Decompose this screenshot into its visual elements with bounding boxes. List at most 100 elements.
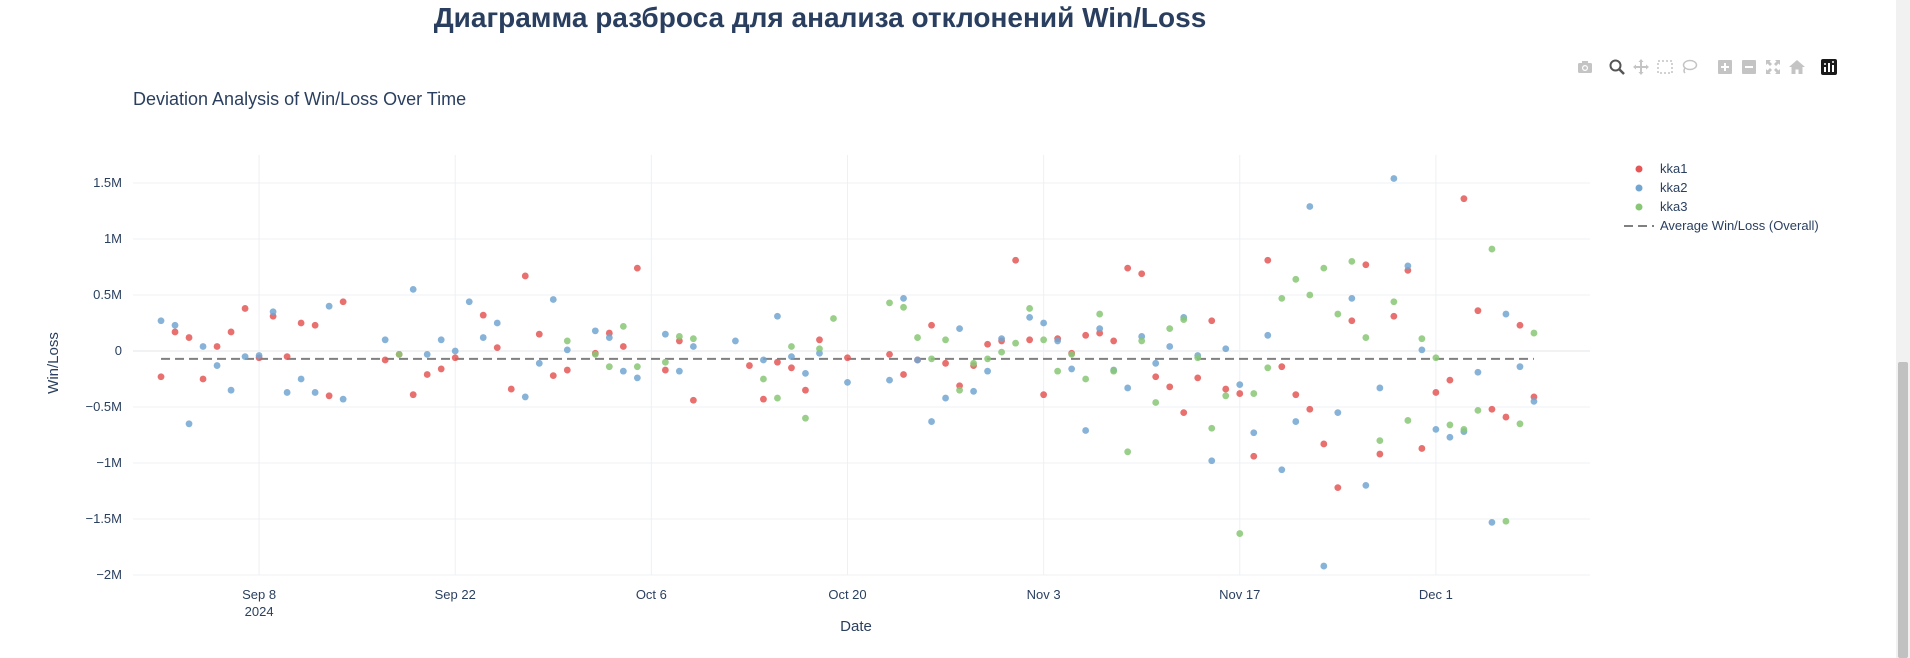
data-point[interactable] <box>1166 325 1174 332</box>
data-point[interactable] <box>1446 421 1454 429</box>
data-point[interactable] <box>255 352 263 359</box>
data-point[interactable] <box>1348 258 1356 265</box>
data-point[interactable] <box>311 389 319 396</box>
data-point[interactable] <box>984 355 991 363</box>
data-point[interactable] <box>1390 175 1398 182</box>
data-point[interactable] <box>689 343 697 350</box>
data-point[interactable] <box>788 353 795 360</box>
data-point[interactable] <box>1348 317 1356 325</box>
data-point[interactable] <box>774 312 781 320</box>
data-point[interactable] <box>956 325 963 332</box>
data-point[interactable] <box>675 367 683 375</box>
data-point[interactable] <box>1474 368 1482 376</box>
data-point[interactable] <box>1460 195 1468 203</box>
data-point[interactable] <box>1306 291 1314 299</box>
data-point[interactable] <box>1194 354 1202 362</box>
data-point[interactable] <box>1012 256 1020 264</box>
data-point[interactable] <box>437 365 445 373</box>
data-point[interactable] <box>1180 409 1188 416</box>
data-point[interactable] <box>1040 391 1048 399</box>
data-point[interactable] <box>928 321 935 329</box>
data-point[interactable] <box>1264 256 1272 264</box>
legend-item-kka3[interactable]: kka3 <box>1635 199 1688 214</box>
data-point[interactable] <box>227 386 235 394</box>
data-point[interactable] <box>535 359 543 367</box>
data-point[interactable] <box>1292 275 1300 283</box>
data-point[interactable] <box>1334 310 1342 318</box>
data-point[interactable] <box>788 364 795 372</box>
data-point[interactable] <box>1278 363 1286 371</box>
data-point[interactable] <box>1026 314 1034 321</box>
data-point[interactable] <box>1124 264 1132 272</box>
data-point[interactable] <box>325 302 333 310</box>
data-point[interactable] <box>914 356 921 364</box>
data-point[interactable] <box>605 363 613 371</box>
data-point[interactable] <box>1054 367 1062 375</box>
data-point[interactable] <box>591 350 599 358</box>
data-point[interactable] <box>816 336 823 344</box>
data-point[interactable] <box>1502 310 1510 318</box>
data-point[interactable] <box>1516 420 1524 428</box>
data-point[interactable] <box>269 308 277 316</box>
data-point[interactable] <box>1012 339 1020 347</box>
data-point[interactable] <box>1320 440 1328 448</box>
data-point[interactable] <box>507 385 515 393</box>
data-point[interactable] <box>1124 448 1132 456</box>
data-point[interactable] <box>732 337 739 345</box>
data-point[interactable] <box>661 330 669 338</box>
data-point[interactable] <box>900 371 907 378</box>
data-point[interactable] <box>479 334 487 341</box>
data-point[interactable] <box>493 344 501 352</box>
data-point[interactable] <box>1026 336 1034 344</box>
data-point[interactable] <box>1040 319 1048 327</box>
data-point[interactable] <box>1376 450 1384 458</box>
data-point[interactable] <box>1026 305 1034 312</box>
data-point[interactable] <box>956 386 963 394</box>
data-point[interactable] <box>1390 298 1398 306</box>
data-point[interactable] <box>241 353 249 360</box>
data-point[interactable] <box>774 394 781 402</box>
data-point[interactable] <box>942 359 949 367</box>
data-point[interactable] <box>1292 418 1300 425</box>
data-point[interactable] <box>886 350 893 358</box>
data-point[interactable] <box>970 359 977 367</box>
plotly-logo-icon[interactable] <box>1820 58 1838 76</box>
lasso-icon[interactable] <box>1680 58 1698 76</box>
data-point[interactable] <box>227 328 235 336</box>
data-point[interactable] <box>1488 405 1496 413</box>
data-point[interactable] <box>549 372 557 380</box>
data-point[interactable] <box>1404 417 1412 424</box>
data-point[interactable] <box>998 335 1005 343</box>
data-point[interactable] <box>381 336 389 344</box>
data-point[interactable] <box>395 350 403 358</box>
data-point[interactable] <box>1110 337 1118 345</box>
box-select-icon[interactable] <box>1656 58 1674 76</box>
data-point[interactable] <box>1096 325 1104 332</box>
data-point[interactable] <box>1236 381 1244 388</box>
data-point[interactable] <box>633 264 641 272</box>
data-point[interactable] <box>1320 264 1328 272</box>
data-point[interactable] <box>1068 350 1076 358</box>
zoom-icon[interactable] <box>1608 58 1626 76</box>
data-point[interactable] <box>1446 376 1454 384</box>
data-point[interactable] <box>1222 345 1230 353</box>
data-point[interactable] <box>493 319 501 327</box>
data-point[interactable] <box>1096 310 1104 318</box>
data-point[interactable] <box>984 367 991 375</box>
data-point[interactable] <box>1222 385 1230 393</box>
data-point[interactable] <box>661 358 669 366</box>
data-point[interactable] <box>900 303 907 311</box>
data-point[interactable] <box>1418 335 1426 343</box>
data-point[interactable] <box>1320 562 1328 570</box>
data-point[interactable] <box>1054 337 1062 345</box>
data-point[interactable] <box>423 371 431 378</box>
data-point[interactable] <box>1474 307 1482 315</box>
data-point[interactable] <box>886 376 893 384</box>
data-point[interactable] <box>661 366 669 374</box>
data-point[interactable] <box>213 362 221 369</box>
data-point[interactable] <box>1068 365 1076 373</box>
data-point[interactable] <box>1516 363 1524 371</box>
data-point[interactable] <box>1404 262 1412 270</box>
data-point[interactable] <box>886 299 893 307</box>
data-point[interactable] <box>1278 466 1286 474</box>
